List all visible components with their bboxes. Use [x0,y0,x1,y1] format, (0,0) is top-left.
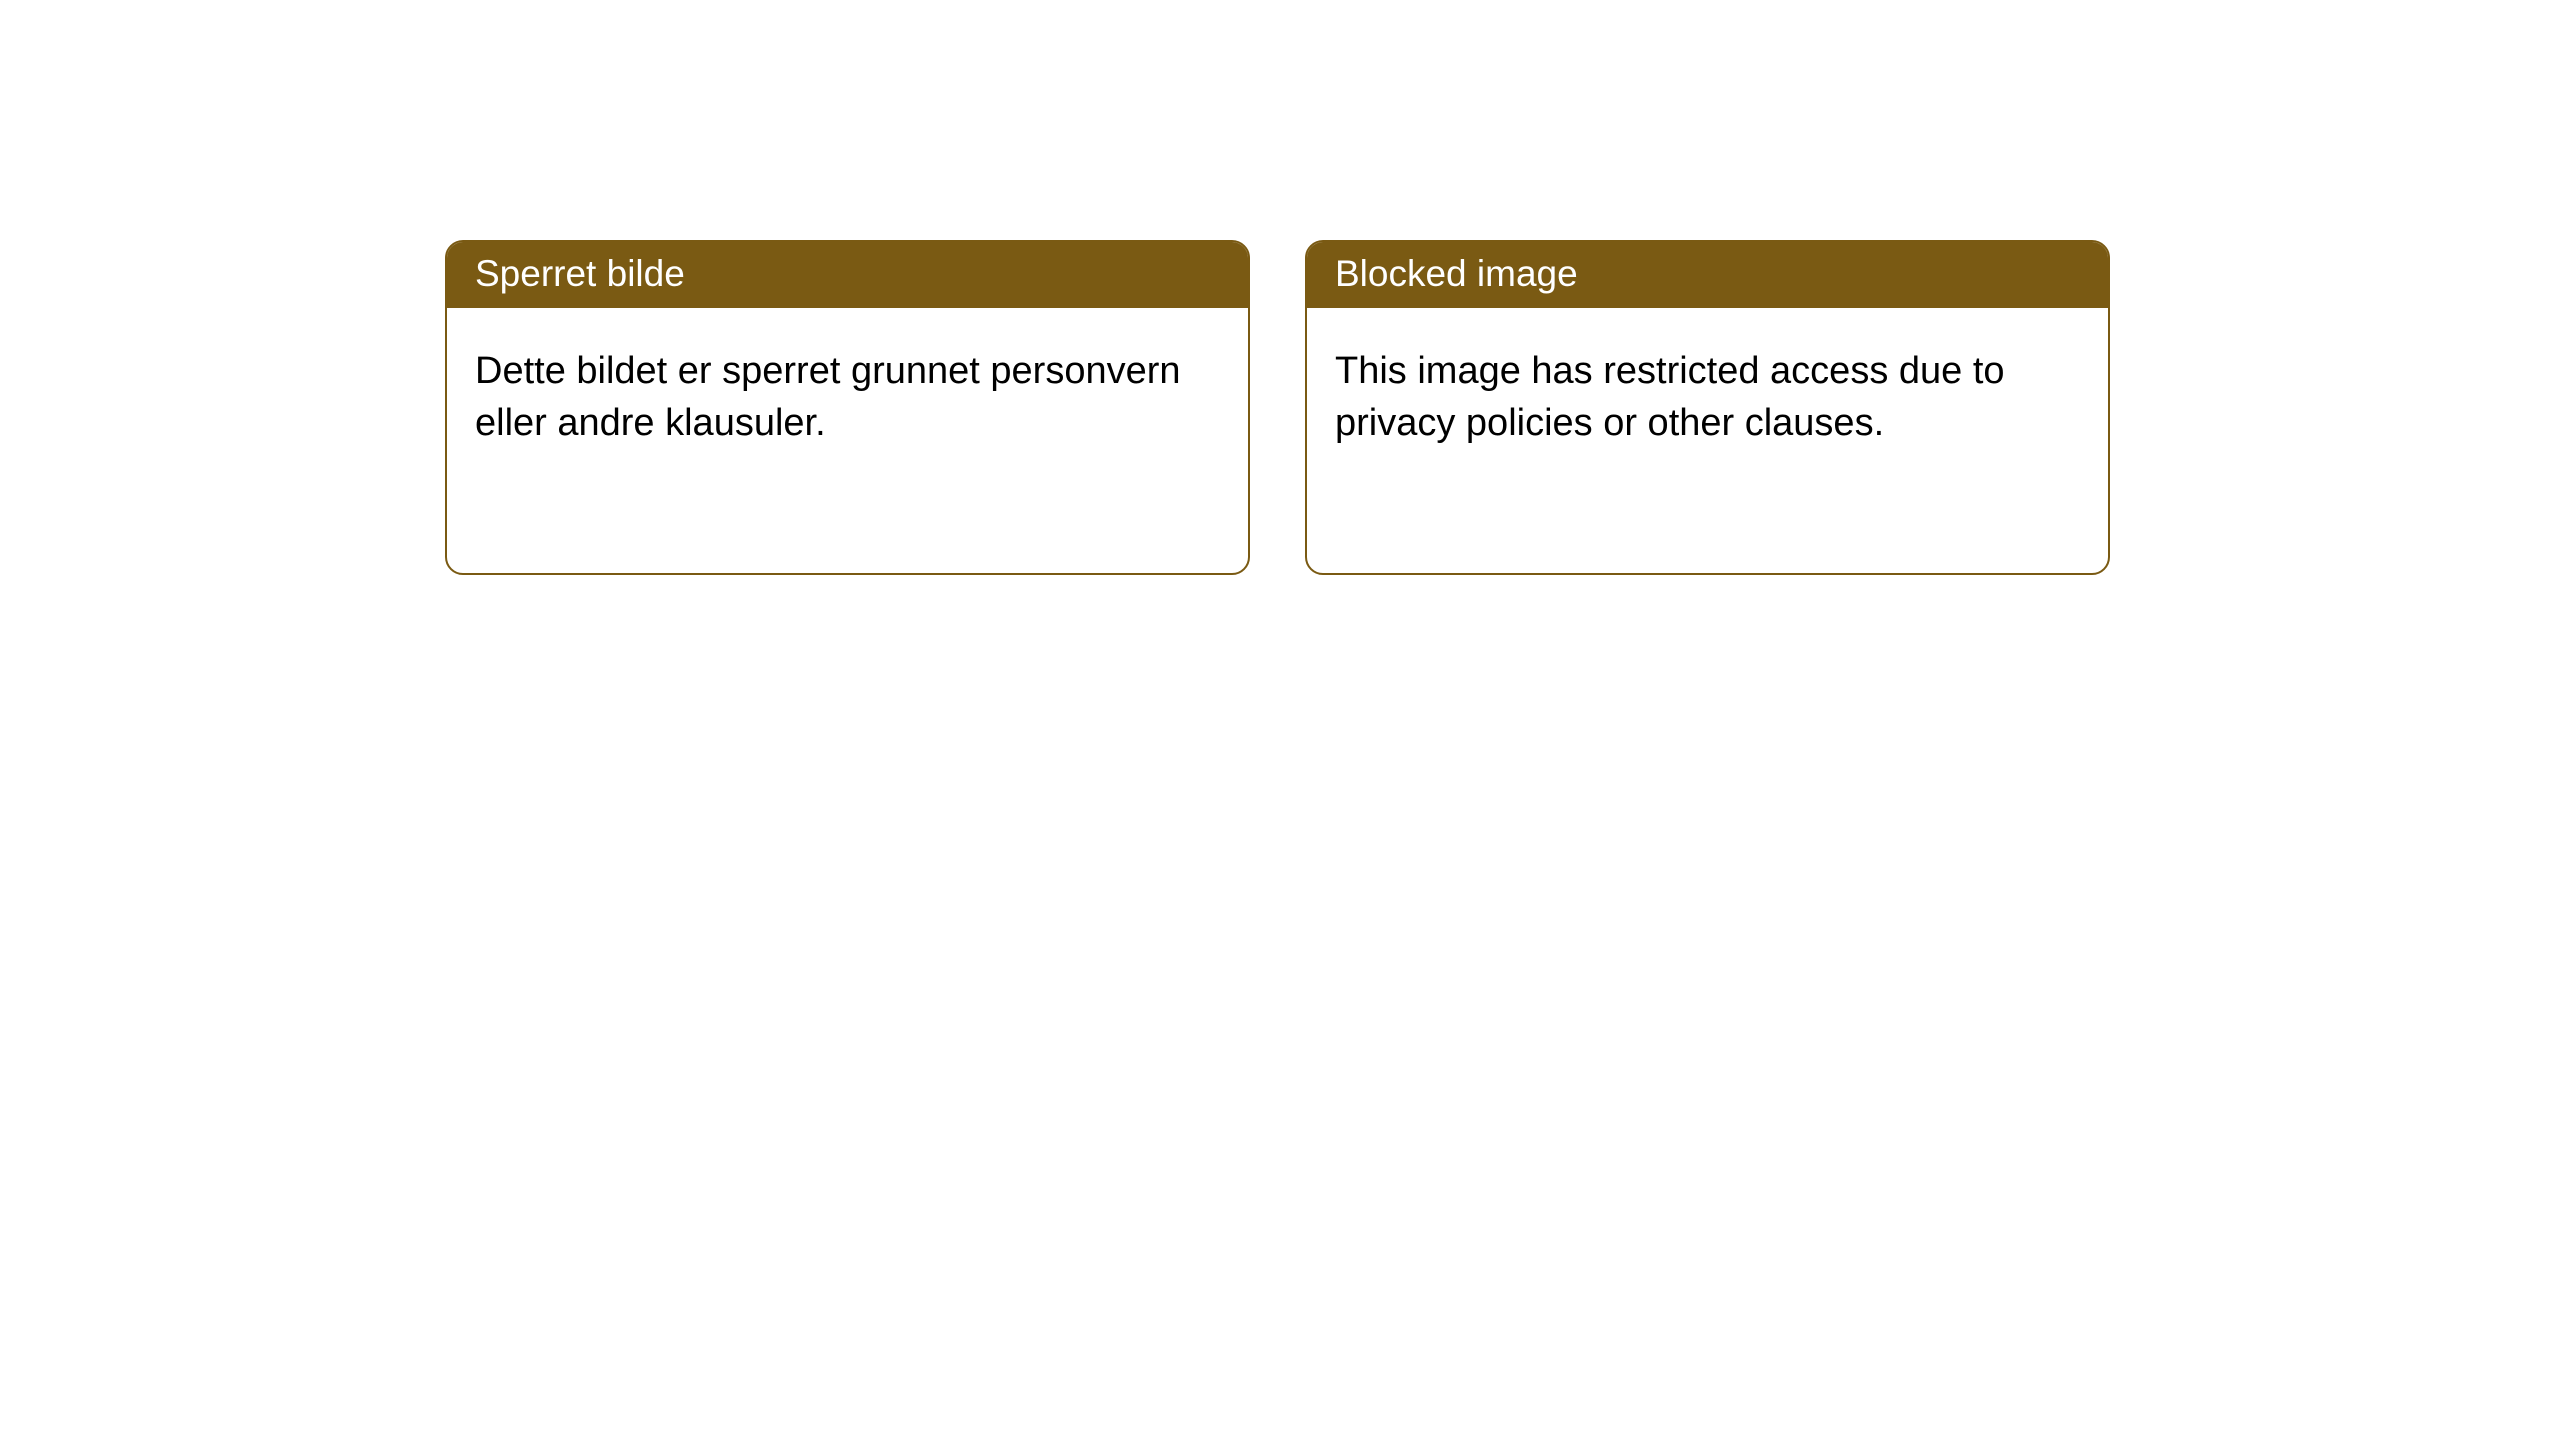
card-body: Dette bildet er sperret grunnet personve… [447,308,1248,487]
card-header: Sperret bilde [447,242,1248,308]
notice-card-en: Blocked image This image has restricted … [1305,240,2110,575]
card-body-text: This image has restricted access due to … [1335,350,2005,443]
notice-card-no: Sperret bilde Dette bildet er sperret gr… [445,240,1250,575]
card-title: Blocked image [1335,253,1578,294]
card-header: Blocked image [1307,242,2108,308]
card-body: This image has restricted access due to … [1307,308,2108,487]
notice-cards-container: Sperret bilde Dette bildet er sperret gr… [0,0,2560,575]
card-title: Sperret bilde [475,253,685,294]
card-body-text: Dette bildet er sperret grunnet personve… [475,350,1181,443]
